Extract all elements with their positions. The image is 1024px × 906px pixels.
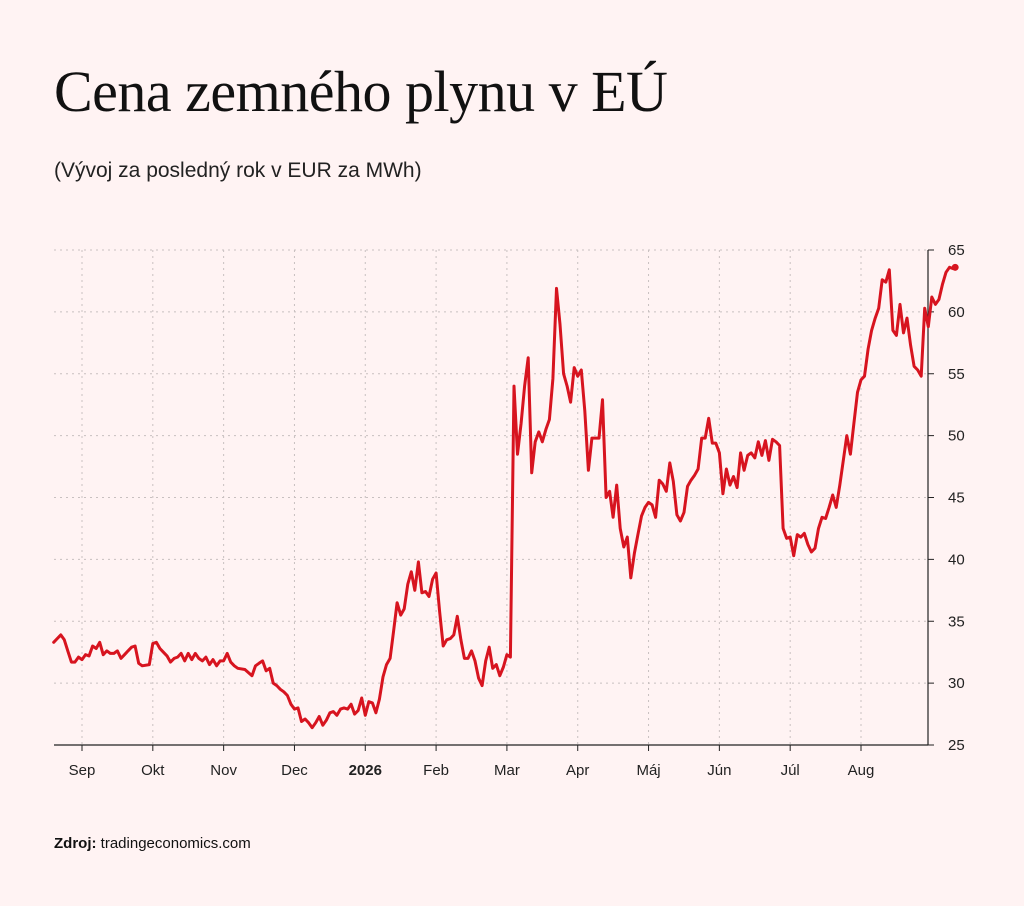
series-line <box>52 265 955 730</box>
x-tick-label: Aug <box>848 762 875 779</box>
source-value: tradingeconomics.com <box>100 835 251 852</box>
source-note: Zdroj: tradingeconomics.com <box>54 835 251 852</box>
x-tick-label: Nov <box>210 762 237 779</box>
y-axis-tick-labels: 25 30 35 40 45 50 55 60 65 <box>948 242 965 754</box>
y-tick-label: 30 <box>948 675 965 692</box>
x-tick-label: Apr <box>566 762 589 779</box>
x-tick-label: Dec <box>281 762 308 779</box>
x-tick-label: Mar <box>494 762 520 779</box>
chart-subtitle: (Vývoj za posledný rok v EUR za MWh) <box>54 159 422 182</box>
x-axis-tick-labels: Sep Okt Nov Dec 2026 Feb Mar Apr Máj Jún Júl Aug <box>69 762 875 779</box>
series-group <box>52 263 959 730</box>
x-tick-label: Máj <box>636 762 660 779</box>
y-tick-label: 60 <box>948 304 965 321</box>
chart-axes <box>54 249 934 751</box>
y-tick-label: 55 <box>948 366 965 383</box>
x-tick-label: Feb <box>423 762 449 779</box>
grid-lines <box>54 249 928 745</box>
source-label: Zdroj: <box>54 835 97 852</box>
x-tick-label: 2026 <box>349 762 382 779</box>
y-tick-label: 65 <box>948 242 965 259</box>
y-tick-label: 45 <box>948 490 965 507</box>
y-tick-label: 50 <box>948 428 965 445</box>
y-tick-label: 25 <box>948 737 965 754</box>
x-tick-label: Okt <box>141 762 165 779</box>
x-tick-label: Sep <box>69 762 96 779</box>
chart-title: Cena zemného plynu v EÚ <box>54 59 668 124</box>
last-point-marker <box>951 263 959 271</box>
x-tick-label: Jún <box>707 762 731 779</box>
x-tick-label: Júl <box>781 762 800 779</box>
y-tick-label: 35 <box>948 613 965 630</box>
y-tick-label: 40 <box>948 551 965 568</box>
